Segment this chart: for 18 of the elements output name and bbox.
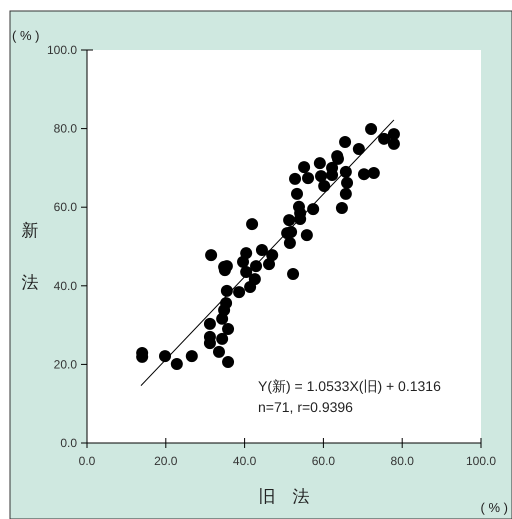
x-tick-label: 100.0 [466,454,496,468]
y-tick-label: 80.0 [54,122,78,136]
text: ( % ) [12,28,40,43]
text: 新法 [22,221,38,292]
text: ( % ) [480,500,508,515]
x-tick-label: 0.0 [78,454,96,468]
x-tick-label: 40.0 [232,454,257,468]
annotation: Y(新) = 1.0533X(旧) + 0.1316 [258,378,442,394]
x-tick-label: 80.0 [390,454,414,468]
y-tick-label: 0.0 [60,436,78,450]
x-axis-title: 旧 法 [258,487,310,506]
annotation: n=71, r=0.9396 [258,399,354,415]
y-tick-label: 60.0 [54,200,78,214]
x-tick-label: 20.0 [154,454,178,468]
y-tick-label: 40.0 [54,278,78,293]
x-tick-label: 60.0 [312,454,336,468]
y-tick-label: 100.0 [46,43,78,57]
y-tick-label: 20.0 [54,357,78,372]
